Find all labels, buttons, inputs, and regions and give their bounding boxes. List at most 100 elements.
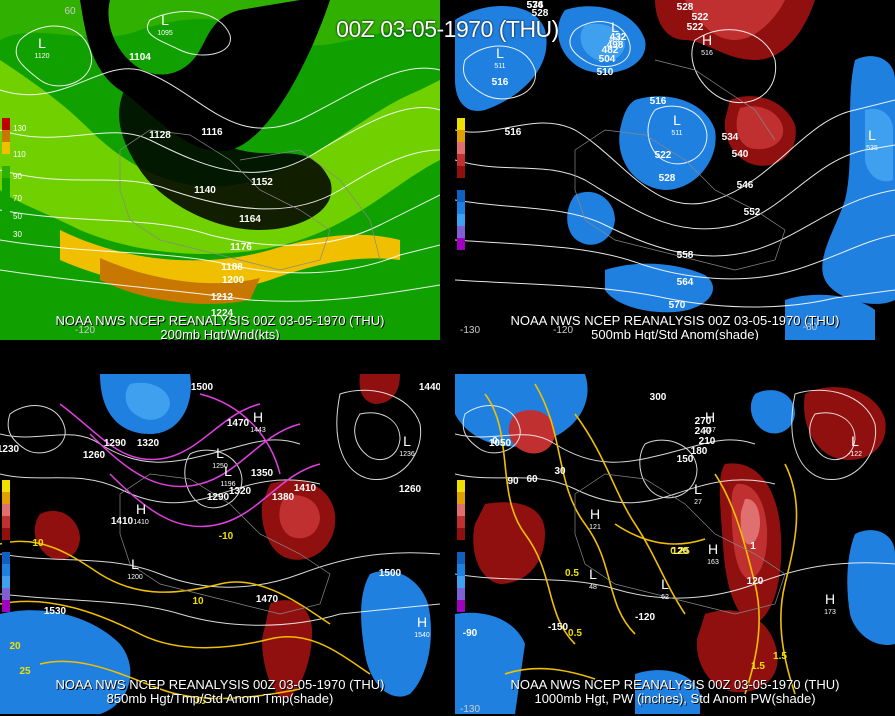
low-pressure-letter: L bbox=[611, 19, 619, 35]
legend-1000mb bbox=[457, 480, 469, 612]
contour-label: 1.5 bbox=[751, 661, 765, 672]
contour-label: 510 bbox=[597, 67, 614, 78]
low-pressure-letter: L bbox=[661, 576, 669, 592]
contour-label: 576 bbox=[527, 0, 544, 11]
high-pressure-letter: H bbox=[590, 506, 600, 522]
low-pressure-letter: L bbox=[216, 445, 224, 461]
low-pressure-value: 1196 bbox=[220, 481, 235, 488]
contour-label: 1050 bbox=[489, 438, 512, 449]
contour-label: 516 bbox=[492, 77, 509, 88]
contour-label: 1104 bbox=[129, 52, 151, 63]
contour-label: 516 bbox=[505, 127, 522, 138]
contour-label: 0.25 bbox=[670, 546, 690, 557]
contour-label: 60 bbox=[526, 474, 538, 485]
legend-label: 30 bbox=[13, 230, 22, 239]
high-pressure-letter: H bbox=[136, 501, 146, 517]
contour-label: 432 bbox=[610, 32, 627, 43]
contour-label: 0 bbox=[492, 436, 498, 447]
low-pressure-value: 1095 bbox=[157, 30, 173, 37]
contour-label: 0.5 bbox=[565, 568, 579, 579]
contour-label: 546 bbox=[737, 180, 754, 191]
contour-label: 528 bbox=[532, 8, 549, 19]
contour-label: 1230 bbox=[0, 444, 20, 455]
low-pressure-value: 48 bbox=[589, 584, 597, 591]
low-pressure-letter: L bbox=[589, 566, 597, 582]
low-pressure-letter: L bbox=[38, 35, 46, 51]
legend-label: 130 bbox=[13, 124, 27, 133]
low-pressure-letter: L bbox=[851, 433, 859, 449]
contour-label: 528 bbox=[659, 173, 676, 184]
panel-1000mb-height-pw-anomaly: 300 270 240 210 180 150 120 90 60 30 0 -90 -120 -150 1… bbox=[455, 374, 895, 714]
panel-field-caption: 500mb Hgt/Std Anom(shade) bbox=[591, 327, 759, 341]
contour-label: 1128 bbox=[149, 130, 171, 141]
longitude-label: -120 bbox=[553, 325, 573, 336]
high-pressure-value: 516 bbox=[701, 50, 713, 57]
longitude-label: 60 bbox=[64, 6, 76, 17]
low-pressure-letter: L bbox=[224, 463, 232, 479]
contour-label: 534 bbox=[722, 132, 739, 143]
contour-label: 1470 bbox=[227, 418, 250, 429]
low-pressure-letter: L bbox=[131, 556, 139, 572]
legend-label: 70 bbox=[13, 194, 22, 203]
contour-label: 20 bbox=[9, 641, 21, 652]
contour-label: 558 bbox=[677, 250, 694, 261]
contour-label: 564 bbox=[677, 277, 694, 288]
contour-label: 1152 bbox=[251, 177, 273, 188]
low-pressure-value: 511 bbox=[671, 130, 682, 137]
contour-label: 150 bbox=[677, 454, 694, 465]
low-pressure-letter: L bbox=[694, 481, 702, 497]
contour-label: 522 bbox=[692, 12, 709, 23]
low-pressure-letter: L bbox=[161, 12, 169, 28]
low-pressure-letter: L bbox=[868, 127, 876, 143]
contour-label: 570 bbox=[669, 300, 686, 311]
contour-label: 1500 bbox=[379, 568, 402, 579]
longitude-label: -130 bbox=[460, 704, 480, 714]
high-pressure-value: 1540 bbox=[414, 632, 430, 639]
contour-label: 1380 bbox=[272, 492, 295, 503]
contour-label: 1 bbox=[750, 541, 756, 552]
low-pressure-value: 1200 bbox=[127, 574, 143, 581]
figure-title: 00Z 03-05-1970 (THU) bbox=[336, 16, 559, 42]
contour-label: 10 bbox=[192, 596, 204, 607]
contour-label: 1530 bbox=[44, 606, 67, 617]
high-pressure-letter: H bbox=[825, 591, 835, 607]
contour-label: 0.5 bbox=[568, 628, 582, 639]
contour-label: 1212 bbox=[211, 292, 234, 303]
low-pressure-letter: L bbox=[496, 45, 504, 61]
contour-label: -120 bbox=[635, 612, 655, 623]
contour-label: 1320 bbox=[137, 438, 160, 449]
contour-label: 240 bbox=[695, 426, 712, 437]
panel-agency-caption: NOAA NWS NCEP REANALYSIS 00Z 03-05-1970 … bbox=[55, 677, 385, 692]
contour-label: 1290 bbox=[207, 492, 230, 503]
high-pressure-value: 237 bbox=[704, 427, 716, 434]
high-pressure-value: 121 bbox=[589, 524, 601, 531]
contour-label: 1290 bbox=[104, 438, 127, 449]
contour-label: 90 bbox=[507, 476, 519, 487]
panel-850mb-height-temp-anomaly: 1500144014701290132012601230135014101380… bbox=[0, 374, 440, 714]
legend-500mb bbox=[457, 118, 469, 250]
contour-label: 1140 bbox=[194, 185, 216, 196]
high-pressure-value: 1410 bbox=[133, 519, 149, 526]
contour-label: 522 bbox=[687, 22, 704, 33]
contour-label: -90 bbox=[463, 628, 478, 639]
panel-200mb-height-wind: 1104 1128 1116 1140 1152 1164 1176 1188 1200 1212… bbox=[0, 0, 440, 340]
contour-label: 120 bbox=[747, 576, 764, 587]
low-pressure-value: 535 bbox=[866, 145, 878, 152]
longitude-label: -80 bbox=[803, 322, 818, 333]
contour-label: 1500 bbox=[191, 382, 214, 393]
high-pressure-letter: H bbox=[705, 409, 715, 425]
panel-field-caption: 850mb Hgt/Tmp/Std Anom Tmp(shade) bbox=[106, 691, 334, 706]
contour-label: 1224 bbox=[211, 308, 234, 319]
longitude-label: -130 bbox=[460, 325, 480, 336]
contour-label: 1176 bbox=[230, 242, 252, 253]
legend-label: 110 bbox=[13, 150, 26, 159]
contour-label: 1260 bbox=[399, 484, 422, 495]
low-pressure-value: 1120 bbox=[34, 53, 49, 60]
map-500mb: 5345285285225225165165105044984324825165… bbox=[455, 0, 895, 340]
contour-label: 15 bbox=[194, 696, 206, 707]
contour-label: 1164 bbox=[239, 214, 261, 225]
panel-field-caption: 1000mb Hgt, PW (inches), Std Anom PW(sha… bbox=[534, 691, 816, 706]
contour-label: 180 bbox=[691, 446, 708, 457]
high-pressure-letter: H bbox=[253, 409, 263, 425]
